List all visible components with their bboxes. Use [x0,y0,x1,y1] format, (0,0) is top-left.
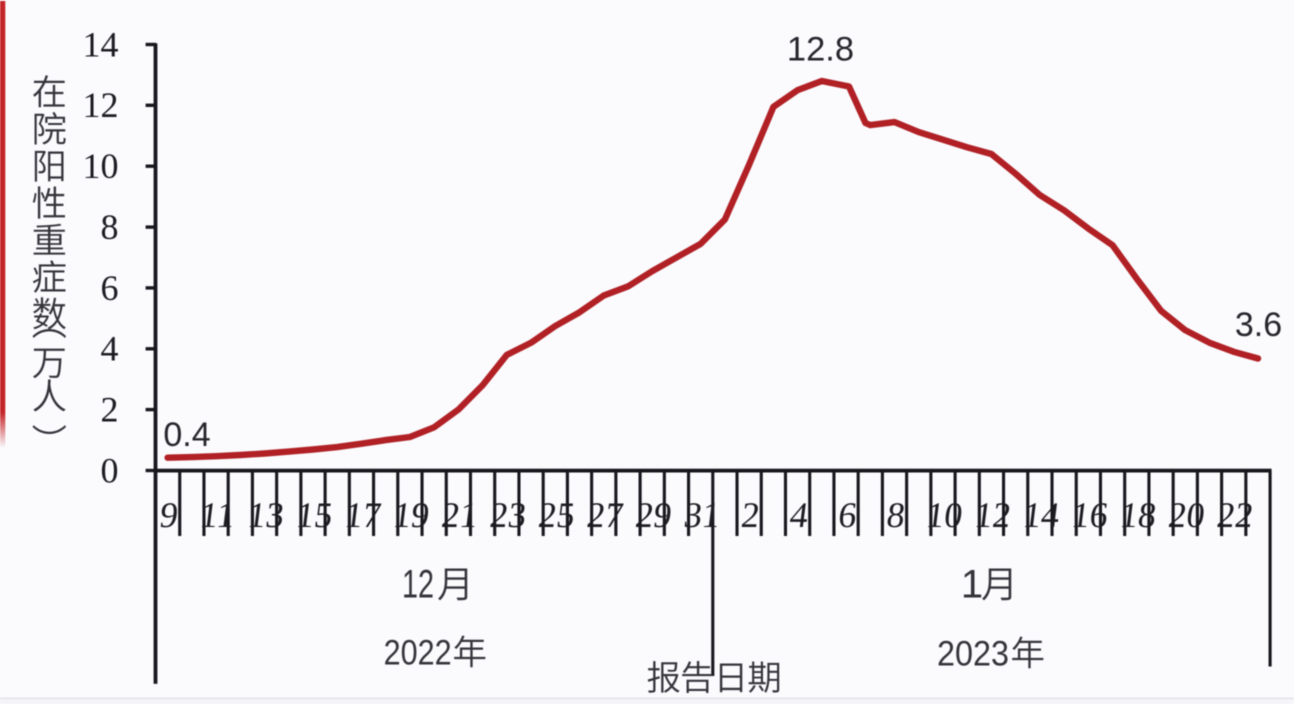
svg-text:25: 25 [536,495,577,535]
svg-text:15: 15 [294,495,335,535]
svg-text:21: 21 [439,495,480,535]
svg-text:31: 31 [682,495,723,535]
svg-text:10: 10 [83,146,119,186]
svg-text:20: 20 [1166,495,1207,535]
svg-text:13: 13 [246,495,287,535]
svg-text:9: 9 [158,495,181,535]
svg-text:11: 11 [198,495,238,535]
svg-text:12.8: 12.8 [787,31,854,69]
svg-text:2022: 2022 [384,634,452,673]
svg-text:10: 10 [924,495,965,535]
svg-text:8: 8 [885,495,908,535]
svg-text:2: 2 [739,495,762,535]
svg-text:18: 18 [1118,495,1159,535]
svg-text:29: 29 [633,495,674,535]
svg-text:12: 12 [972,495,1013,535]
svg-text:23: 23 [488,495,529,535]
svg-text:12: 12 [402,563,434,607]
svg-text:17: 17 [343,495,384,535]
svg-text:16: 16 [1069,495,1110,535]
svg-text:4: 4 [101,329,119,369]
svg-text:2023: 2023 [937,635,1009,674]
svg-text:1: 1 [961,563,983,607]
svg-text:12: 12 [83,85,119,125]
svg-text:0.4: 0.4 [163,416,210,454]
svg-text:6: 6 [836,495,859,535]
svg-text:2: 2 [101,390,119,430]
svg-text:14: 14 [83,24,119,64]
svg-text:27: 27 [585,495,626,535]
svg-text:3.6: 3.6 [1235,306,1282,344]
svg-text:8: 8 [101,207,119,247]
svg-text:4: 4 [788,495,811,535]
svg-text:6: 6 [101,268,119,308]
svg-text:0: 0 [101,450,119,490]
svg-text:14: 14 [1021,495,1062,535]
svg-text:22: 22 [1215,495,1256,535]
svg-text:19: 19 [391,495,432,535]
